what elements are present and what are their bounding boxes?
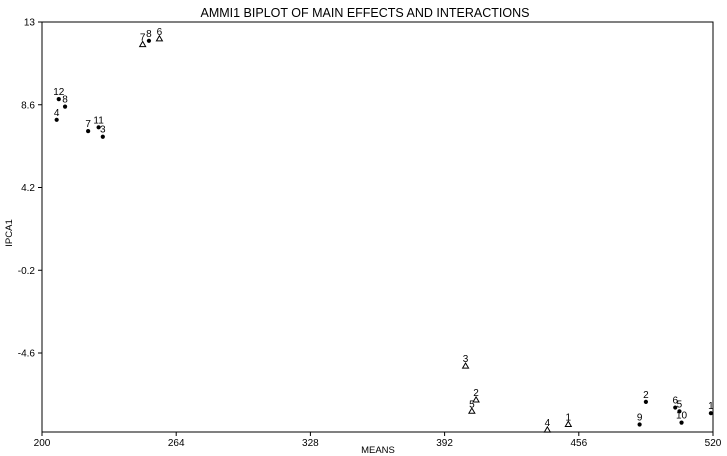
y-axis: 13 8.6 4.2 -0.2 -4.6 bbox=[18, 18, 42, 360]
y-tick-label: 8.6 bbox=[21, 100, 35, 111]
triangle-marker bbox=[472, 395, 480, 403]
x-axis-label: MEANS bbox=[361, 445, 395, 456]
triangle-marker bbox=[461, 361, 470, 369]
dot-marker bbox=[100, 134, 105, 139]
dot-marker bbox=[708, 411, 714, 416]
point-label: 8 bbox=[62, 95, 68, 106]
dot-marker bbox=[96, 125, 101, 130]
point-label: 5 bbox=[677, 399, 683, 410]
x-tick-label: 200 bbox=[34, 438, 51, 449]
dot-marker bbox=[637, 422, 642, 427]
point-label: 7 bbox=[85, 119, 91, 130]
plot-frame bbox=[41, 21, 714, 433]
x-tick-label: 328 bbox=[302, 438, 319, 449]
point-label: 9 bbox=[637, 412, 643, 423]
point-label: 10 bbox=[676, 411, 688, 422]
point-label: 8 bbox=[146, 29, 152, 40]
point-label: 1 bbox=[708, 401, 714, 412]
point-label: 2 bbox=[473, 388, 479, 399]
y-tick-label: -0.2 bbox=[18, 266, 36, 277]
x-tick-label: 456 bbox=[570, 438, 587, 449]
dot-marker bbox=[679, 420, 684, 425]
point-label: 1 bbox=[566, 412, 572, 423]
triangle-marker bbox=[155, 34, 164, 42]
y-tick-label: 13 bbox=[24, 18, 36, 29]
y-tick-label: -4.6 bbox=[18, 349, 36, 360]
point-label: 6 bbox=[157, 27, 163, 38]
dot-marker bbox=[643, 399, 649, 405]
x-tick-label: 392 bbox=[436, 438, 453, 449]
dot-marker bbox=[62, 104, 68, 109]
point-label: 3 bbox=[463, 354, 469, 365]
point-label: 2 bbox=[643, 390, 649, 401]
dot-marker bbox=[86, 128, 91, 134]
x-axis: 200 264 328 392 456 520 bbox=[34, 432, 722, 449]
x-tick-label: 520 bbox=[705, 438, 722, 449]
triangle-marker bbox=[543, 425, 552, 433]
triangle-marker bbox=[564, 420, 573, 427]
dot-marker bbox=[54, 117, 59, 122]
triangle-marker bbox=[138, 40, 147, 48]
point-label: 3 bbox=[100, 125, 106, 136]
point-label: 7 bbox=[140, 33, 146, 44]
triangle-marker bbox=[467, 407, 476, 414]
chart-title: AMMI1 BIPLOT OF MAIN EFFECTS AND INTERAC… bbox=[201, 6, 530, 20]
point-label: 12 bbox=[53, 87, 65, 98]
dot-marker bbox=[56, 97, 61, 102]
point-label: 11 bbox=[93, 115, 104, 126]
point-label: 6 bbox=[672, 396, 678, 407]
point-label: 5 bbox=[469, 399, 475, 410]
y-axis-label: IPCA1 bbox=[4, 219, 15, 246]
dot-marker bbox=[673, 405, 678, 410]
point-label: 4 bbox=[545, 418, 551, 429]
x-tick-label: 264 bbox=[168, 438, 185, 449]
point-label: 4 bbox=[54, 108, 60, 119]
y-tick-label: 4.2 bbox=[21, 183, 35, 194]
dot-marker bbox=[146, 38, 152, 43]
dot-marker bbox=[677, 409, 682, 414]
